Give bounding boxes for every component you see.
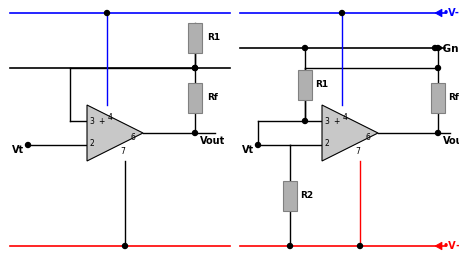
Text: 2: 2: [90, 139, 95, 148]
Text: R2: R2: [300, 191, 313, 200]
Text: Vt: Vt: [242, 145, 254, 155]
Text: R1: R1: [207, 34, 220, 43]
Circle shape: [302, 45, 308, 51]
Circle shape: [26, 142, 30, 148]
Circle shape: [432, 45, 437, 51]
Text: Vout: Vout: [443, 136, 459, 146]
Bar: [431, 83, 445, 113]
Bar: [188, 23, 202, 53]
Polygon shape: [322, 105, 378, 161]
Text: •V-: •V-: [443, 8, 459, 18]
Text: 6: 6: [365, 133, 370, 141]
Polygon shape: [435, 9, 442, 17]
Text: 7: 7: [356, 147, 360, 156]
Text: 4: 4: [107, 112, 112, 122]
Text: 3: 3: [90, 117, 95, 125]
Circle shape: [340, 11, 345, 15]
Text: 4: 4: [342, 112, 347, 122]
Circle shape: [436, 131, 441, 135]
Text: R1: R1: [315, 80, 328, 89]
Bar: [283, 181, 297, 211]
Circle shape: [123, 244, 128, 248]
Circle shape: [287, 244, 292, 248]
Circle shape: [192, 66, 197, 70]
Text: +: +: [98, 117, 104, 125]
Circle shape: [436, 45, 441, 51]
Circle shape: [105, 11, 110, 15]
Text: 3: 3: [325, 117, 330, 125]
Circle shape: [436, 66, 441, 70]
Text: Vt: Vt: [12, 145, 24, 155]
Text: Vout: Vout: [200, 136, 225, 146]
Text: Rf: Rf: [207, 93, 218, 102]
Circle shape: [256, 142, 261, 148]
Text: 6: 6: [130, 133, 135, 141]
Polygon shape: [435, 242, 442, 250]
Circle shape: [192, 131, 197, 135]
Bar: [298, 69, 312, 100]
Circle shape: [302, 118, 308, 124]
Text: 7: 7: [121, 147, 125, 156]
Polygon shape: [87, 105, 143, 161]
Text: •Gnd: •Gnd: [437, 44, 459, 54]
Circle shape: [358, 244, 363, 248]
Text: 2: 2: [325, 139, 330, 148]
Circle shape: [192, 66, 197, 70]
Bar: [188, 83, 202, 113]
Text: •V+: •V+: [443, 241, 459, 251]
Text: Rf: Rf: [448, 93, 459, 102]
Text: +: +: [333, 117, 339, 125]
